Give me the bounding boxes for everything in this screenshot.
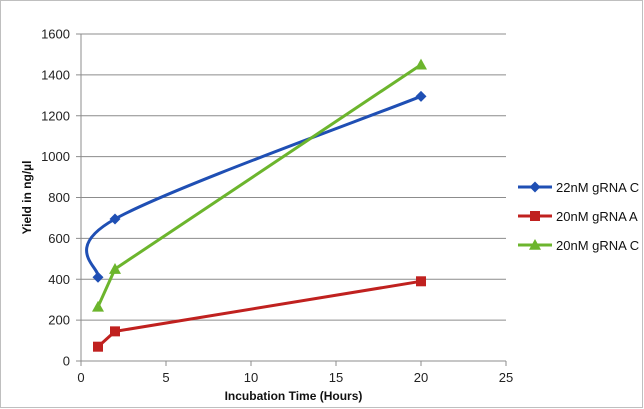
x-tick-label: 0 — [77, 370, 84, 385]
data-point-square — [110, 326, 120, 337]
y-tick-label: 1200 — [41, 108, 70, 123]
data-point-triangle — [92, 300, 104, 312]
x-tick-label: 20 — [414, 370, 428, 385]
y-tick-label: 1000 — [41, 149, 70, 164]
series-2 — [93, 276, 426, 352]
y-tick-label: 1400 — [41, 67, 70, 82]
axis-titles: Incubation Time (Hours) Yield in ng/µl — [20, 161, 362, 403]
series-1 — [85, 90, 427, 283]
legend-label: 20nM gRNA A — [556, 209, 638, 224]
y-tick-label: 200 — [48, 313, 70, 328]
series — [85, 58, 427, 352]
data-point-diamond — [415, 90, 427, 102]
series-line — [96, 63, 423, 309]
legend-label: 22nM gRNA C — [556, 180, 639, 195]
legend-marker — [530, 211, 540, 221]
data-point-triangle — [109, 263, 121, 274]
legend-marker — [529, 181, 541, 193]
legend-marker — [529, 239, 541, 250]
series-line — [85, 94, 423, 279]
y-tick-label: 600 — [48, 231, 70, 246]
legend: 22nM gRNA C 20nM gRNA A 20nM gRNA C — [518, 180, 639, 253]
legend-entry: 22nM gRNA C — [518, 180, 639, 195]
data-point-triangle — [415, 58, 427, 70]
x-tick-label: 15 — [329, 370, 343, 385]
gridlines — [81, 33, 506, 321]
data-point-diamond — [92, 271, 104, 283]
legend-entry: 20nM gRNA A — [518, 209, 638, 224]
y-tick-label: 1600 — [41, 27, 70, 42]
series-line — [96, 279, 423, 349]
series-3 — [92, 58, 427, 312]
x-tick-label: 10 — [244, 370, 258, 385]
data-point-diamond — [109, 213, 121, 225]
x-tick-label: 25 — [499, 370, 513, 385]
legend-entry: 20nM gRNA C — [518, 238, 639, 253]
y-axis-title: Yield in ng/µl — [20, 161, 34, 235]
tick-labels: 0 200 400 600 800 1000 1200 1400 1600 0 5 10 15 20 25 — [41, 27, 513, 386]
x-tick-label: 5 — [162, 370, 169, 385]
data-point-square — [93, 341, 103, 352]
legend-label: 20nM gRNA C — [556, 238, 639, 253]
data-point-square — [416, 276, 426, 287]
y-tick-label: 0 — [63, 354, 70, 369]
y-tick-label: 800 — [48, 190, 70, 205]
axes — [76, 33, 507, 366]
y-tick-label: 400 — [48, 272, 70, 287]
x-axis-title: Incubation Time (Hours) — [225, 389, 363, 403]
